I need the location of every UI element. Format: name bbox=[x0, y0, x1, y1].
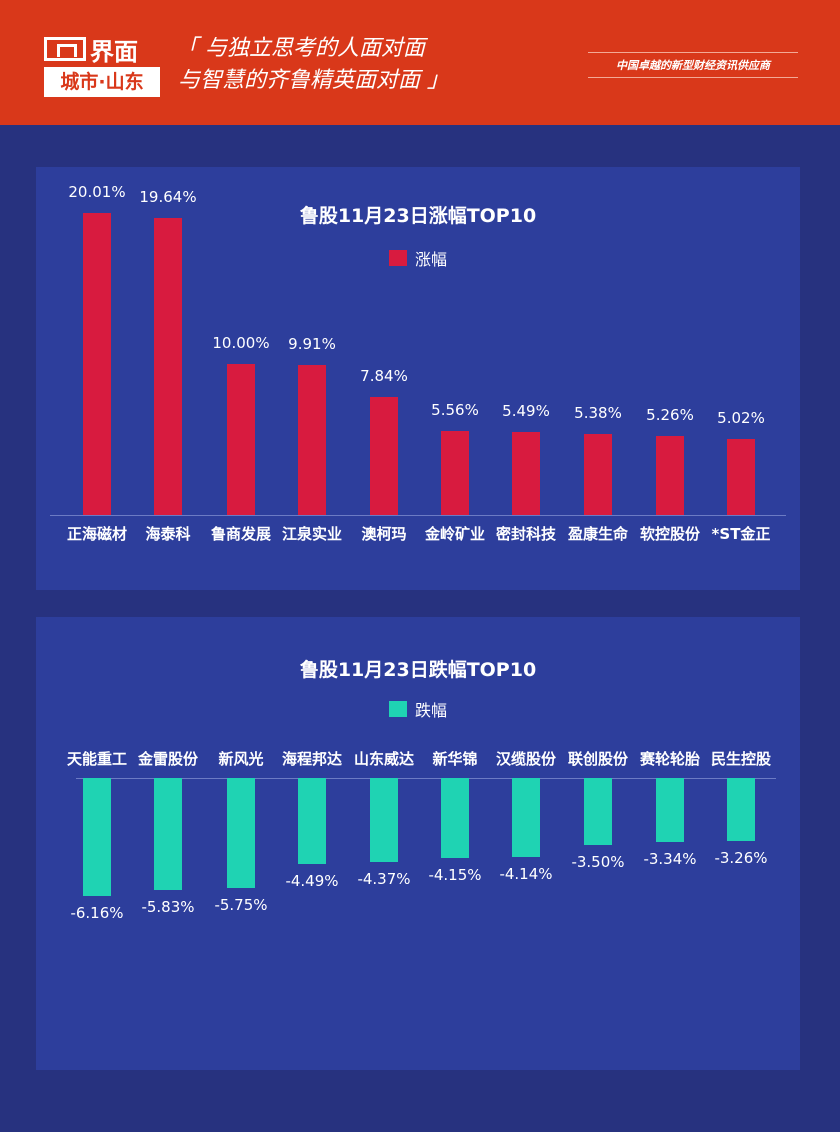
category-label: 密封科技 bbox=[495, 525, 556, 543]
bar bbox=[512, 778, 540, 858]
data-label: 5.26% bbox=[646, 405, 694, 424]
bar bbox=[441, 431, 469, 515]
legend-label: 涨幅 bbox=[414, 250, 447, 269]
data-label: 10.00% bbox=[212, 334, 270, 352]
bar bbox=[441, 778, 469, 858]
data-label: 5.56% bbox=[431, 401, 479, 420]
category-label: 海程邦达 bbox=[281, 750, 342, 768]
logo-icon bbox=[44, 37, 86, 61]
bar bbox=[727, 439, 755, 515]
data-label: 5.38% bbox=[574, 403, 622, 422]
data-label: -4.14% bbox=[499, 865, 553, 884]
legend: 跌幅 bbox=[36, 697, 800, 721]
data-label: -4.49% bbox=[285, 872, 339, 891]
bar bbox=[83, 212, 111, 515]
category-label: 软控股份 bbox=[639, 525, 700, 543]
bar bbox=[512, 432, 540, 515]
data-label: 9.91% bbox=[288, 335, 336, 354]
chart-title: 鲁股11月23日跌幅TOP10 bbox=[299, 659, 537, 681]
x-axis bbox=[76, 778, 776, 779]
category-label: 汉缆股份 bbox=[495, 750, 556, 768]
logo: 界面 城市·山东 bbox=[44, 34, 160, 97]
legend: 涨幅 bbox=[36, 246, 800, 270]
data-label: 5.49% bbox=[502, 402, 550, 421]
data-label: -3.26% bbox=[714, 848, 768, 867]
category-label: 澳柯玛 bbox=[361, 525, 407, 543]
bar bbox=[83, 778, 111, 897]
data-label: -5.83% bbox=[141, 897, 195, 916]
bar bbox=[227, 364, 255, 515]
category-label: 江泉实业 bbox=[281, 525, 342, 543]
legend-label: 跌幅 bbox=[414, 701, 447, 720]
category-label: 民生控股 bbox=[710, 750, 771, 768]
bar bbox=[370, 396, 398, 515]
data-label: 20.01% bbox=[68, 182, 126, 201]
category-label: 鲁商发展 bbox=[210, 525, 271, 543]
category-label: 联创股份 bbox=[567, 750, 628, 768]
bar bbox=[370, 778, 398, 862]
logo-subtitle: 城市·山东 bbox=[44, 67, 160, 97]
bar bbox=[727, 778, 755, 841]
data-label: -3.34% bbox=[643, 850, 697, 869]
category-label: 金岭矿业 bbox=[424, 525, 485, 543]
category-label: 海泰科 bbox=[145, 525, 191, 543]
bar bbox=[656, 435, 684, 515]
data-label: 5.02% bbox=[717, 409, 765, 428]
category-label: *ST金正 bbox=[711, 525, 771, 543]
slogan-line-1: 「 与独立思考的人面对面 bbox=[176, 36, 425, 61]
bar bbox=[584, 778, 612, 846]
data-label: 19.64% bbox=[139, 188, 197, 207]
bar bbox=[227, 778, 255, 889]
x-axis bbox=[50, 515, 786, 516]
header-banner: 界面 城市·山东 「 与独立思考的人面对面 与智慧的齐鲁精英面对面 」 中国卓越… bbox=[0, 0, 840, 125]
category-label: 赛轮轮胎 bbox=[639, 750, 700, 768]
legend-swatch bbox=[388, 701, 407, 717]
logo-name: 界面 bbox=[90, 37, 138, 66]
data-label: -5.75% bbox=[214, 896, 268, 915]
loss-chart-panel: 鲁股11月23日跌幅TOP10 跌幅 -6.16% 天能重工 -5.83% 金雷股份 -… bbox=[36, 617, 800, 1070]
category-label: 金雷股份 bbox=[137, 750, 198, 768]
bar bbox=[298, 778, 326, 865]
category-label: 天能重工 bbox=[66, 750, 127, 768]
gain-chart-panel: 鲁股11月23日涨幅TOP10 涨幅 20.01% 正海磁材 19.64% 海泰科 10… bbox=[36, 167, 800, 590]
category-label: 新风光 bbox=[218, 750, 264, 768]
bar bbox=[584, 433, 612, 515]
bar bbox=[154, 218, 182, 515]
slogan: 「 与独立思考的人面对面 与智慧的齐鲁精英面对面 」 bbox=[176, 33, 449, 97]
data-label: -4.37% bbox=[357, 869, 411, 888]
tagline: 中国卓越的新型财经资讯供应商 bbox=[588, 52, 798, 78]
data-label: 7.84% bbox=[360, 366, 408, 385]
data-label: -3.50% bbox=[571, 853, 625, 872]
legend-swatch bbox=[388, 250, 407, 266]
slogan-line-2: 与智慧的齐鲁精英面对面 」 bbox=[178, 68, 449, 93]
bar bbox=[154, 778, 182, 890]
chart-title: 鲁股11月23日涨幅TOP10 bbox=[299, 205, 537, 227]
data-label: -6.16% bbox=[70, 904, 124, 923]
bar bbox=[298, 365, 326, 515]
bar bbox=[656, 778, 684, 843]
category-label: 山东威达 bbox=[353, 750, 414, 768]
category-label: 正海磁材 bbox=[66, 525, 127, 543]
category-label: 盈康生命 bbox=[567, 525, 628, 543]
data-label: -4.15% bbox=[428, 865, 482, 884]
category-label: 新华锦 bbox=[432, 750, 478, 768]
